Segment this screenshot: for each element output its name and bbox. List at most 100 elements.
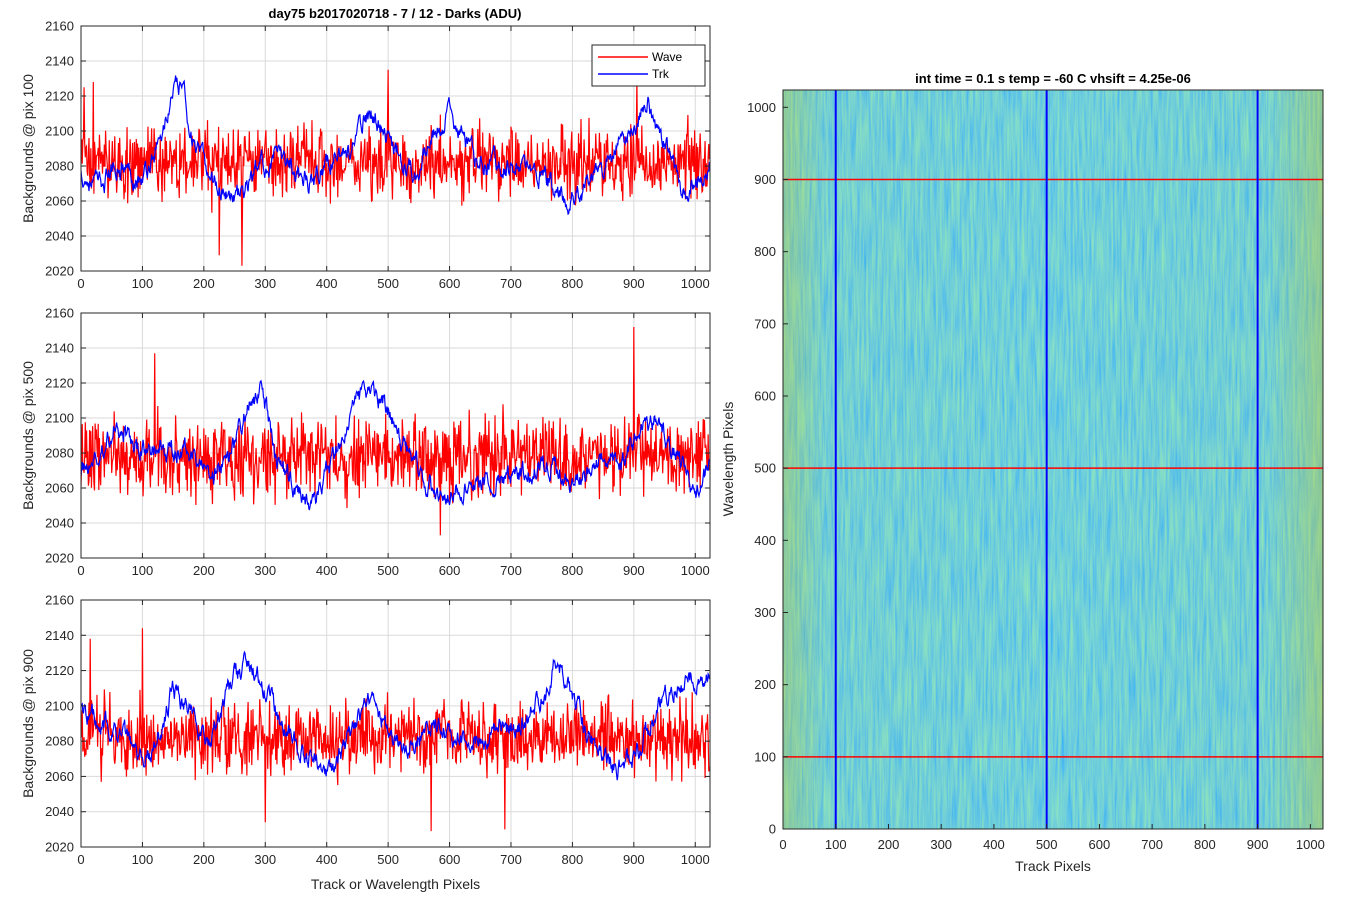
y-tick-label: 2120 bbox=[45, 376, 74, 391]
y-axis-label: Backgrounds @ pix 900 bbox=[20, 649, 36, 798]
heatmap-y-tick-label: 0 bbox=[769, 822, 776, 837]
series-line-trk bbox=[81, 650, 710, 781]
x-tick-label: 100 bbox=[132, 276, 154, 291]
heatmap-y-tick-label: 100 bbox=[754, 749, 776, 764]
x-tick-label: 900 bbox=[623, 852, 645, 867]
heatmap-x-tick-label: 600 bbox=[1089, 837, 1111, 852]
legend-box bbox=[591, 44, 706, 87]
series-line-trk bbox=[81, 379, 710, 511]
heatmap-y-tick-label: 400 bbox=[754, 533, 776, 548]
heatmap-edge-glow bbox=[783, 90, 1323, 829]
y-tick-label: 2160 bbox=[45, 306, 74, 321]
y-axis-label: Backgrounds @ pix 100 bbox=[20, 74, 36, 223]
heatmap-x-tick-label: 200 bbox=[878, 837, 900, 852]
legend-wave-label: Wave bbox=[652, 50, 683, 64]
x-tick-label: 600 bbox=[439, 852, 461, 867]
heatmap-x-tick-label: 800 bbox=[1194, 837, 1216, 852]
heatmap-y-tick-label: 700 bbox=[754, 316, 776, 331]
legend: Wave Trk bbox=[591, 44, 706, 87]
heatmap-x-tick-label: 500 bbox=[1036, 837, 1058, 852]
series-group bbox=[81, 69, 710, 266]
heatmap-x-tick-label: 400 bbox=[983, 837, 1005, 852]
heatmap-axes: 0 100 200 300 400 500 600 700 800 900 1000 0 100 200 3… bbox=[747, 89, 1325, 852]
y-tick-label: 2040 bbox=[45, 804, 74, 819]
line-panels: 0 100 200 300 400 500 600 700 800 900 100020202040… bbox=[20, 19, 711, 892]
line-panel-3: 0 100 200 300 400 500 600 700 800 900 1000 2020 2040… bbox=[20, 593, 711, 892]
x-tick-label: 900 bbox=[623, 276, 645, 291]
y-tick-label: 2060 bbox=[45, 481, 74, 496]
y-tick-label: 2120 bbox=[45, 89, 74, 104]
x-tick-label: 700 bbox=[500, 852, 522, 867]
heatmap-panel: int time = 0.1 s temp = -60 C vhsift = 4… bbox=[720, 71, 1325, 874]
y-tick-label: 2020 bbox=[45, 264, 74, 279]
y-tick-label: 2040 bbox=[45, 516, 74, 531]
heatmap-y-tick-label: 900 bbox=[754, 172, 776, 187]
x-tick-label: 300 bbox=[254, 276, 276, 291]
x-tick-label: 200 bbox=[193, 852, 215, 867]
heatmap-x-tick-label: 900 bbox=[1247, 837, 1269, 852]
y-tick-label: 2100 bbox=[45, 698, 74, 713]
x-tick-label: 800 bbox=[562, 276, 584, 291]
x-tick-label: 600 bbox=[439, 276, 461, 291]
heatmap-marker-lines bbox=[783, 90, 1323, 829]
x-tick-label: 100 bbox=[132, 563, 154, 578]
legend-trk-label: Trk bbox=[652, 67, 670, 81]
heatmap-y-tick-label: 500 bbox=[754, 461, 776, 476]
heatmap-x-tick-label: 100 bbox=[825, 837, 847, 852]
y-tick-label: 2060 bbox=[45, 769, 74, 784]
heatmap-y-label: Wavelength Pixels bbox=[720, 402, 736, 517]
series-line-wave bbox=[81, 69, 710, 266]
x-tick-label: 800 bbox=[562, 852, 584, 867]
line-panel-2: 0 100 200 300 400 500 600 700 800 900 1000 2020 2040… bbox=[20, 306, 711, 578]
axes-frame bbox=[80, 599, 711, 848]
x-tick-label: 700 bbox=[500, 276, 522, 291]
heatmap-y-tick-label: 1000 bbox=[747, 100, 776, 115]
x-tick-label: 100 bbox=[132, 852, 154, 867]
y-tick-label: 2160 bbox=[45, 19, 74, 34]
y-axis-label: Backgrounds @ pix 500 bbox=[20, 361, 36, 510]
x-tick-label: 400 bbox=[316, 563, 338, 578]
y-tick-label: 2140 bbox=[45, 628, 74, 643]
series-line-wave bbox=[81, 628, 710, 832]
y-tick-label: 2020 bbox=[45, 840, 74, 855]
axes-frame bbox=[80, 25, 711, 272]
y-tick-label: 2140 bbox=[45, 341, 74, 356]
heatmap-y-tick-label: 300 bbox=[754, 605, 776, 620]
x-axis-label: Track or Wavelength Pixels bbox=[311, 876, 480, 892]
x-tick-label: 600 bbox=[439, 563, 461, 578]
series-line-trk bbox=[81, 75, 710, 216]
heatmap-x-tick-label: 700 bbox=[1141, 837, 1163, 852]
heatmap-title: int time = 0.1 s temp = -60 C vhsift = 4… bbox=[915, 71, 1191, 86]
series-group bbox=[81, 628, 710, 832]
x-tick-label: 1000 bbox=[681, 852, 710, 867]
figure-title: day75 b2017020718 - 7 / 12 - Darks (ADU) bbox=[269, 6, 522, 21]
y-tick-label: 2100 bbox=[45, 124, 74, 139]
x-tick-label: 1000 bbox=[681, 276, 710, 291]
x-tick-label: 200 bbox=[193, 276, 215, 291]
y-tick-label: 2080 bbox=[45, 159, 74, 174]
axes-frame bbox=[80, 312, 711, 559]
x-tick-label: 0 bbox=[77, 276, 84, 291]
x-tick-label: 300 bbox=[254, 563, 276, 578]
series-group bbox=[81, 326, 710, 536]
x-tick-label: 200 bbox=[193, 563, 215, 578]
heatmap-x-tick-label: 0 bbox=[779, 837, 786, 852]
x-tick-label: 300 bbox=[254, 852, 276, 867]
heatmap-y-tick-label: 800 bbox=[754, 244, 776, 259]
x-tick-label: 400 bbox=[316, 852, 338, 867]
heatmap-frame bbox=[782, 89, 1324, 830]
y-tick-label: 2020 bbox=[45, 551, 74, 566]
y-tick-label: 2160 bbox=[45, 593, 74, 608]
heatmap-y-tick-label: 200 bbox=[754, 677, 776, 692]
x-tick-label: 0 bbox=[77, 563, 84, 578]
heatmap-x-label: Track Pixels bbox=[1015, 858, 1091, 874]
x-tick-label: 500 bbox=[377, 276, 399, 291]
y-tick-label: 2140 bbox=[45, 54, 74, 69]
series-line-wave bbox=[81, 326, 710, 536]
x-tick-label: 400 bbox=[316, 276, 338, 291]
heatmap-x-tick-label: 1000 bbox=[1296, 837, 1325, 852]
x-tick-label: 500 bbox=[377, 563, 399, 578]
y-tick-label: 2080 bbox=[45, 446, 74, 461]
heatmap-x-tick-label: 300 bbox=[930, 837, 952, 852]
